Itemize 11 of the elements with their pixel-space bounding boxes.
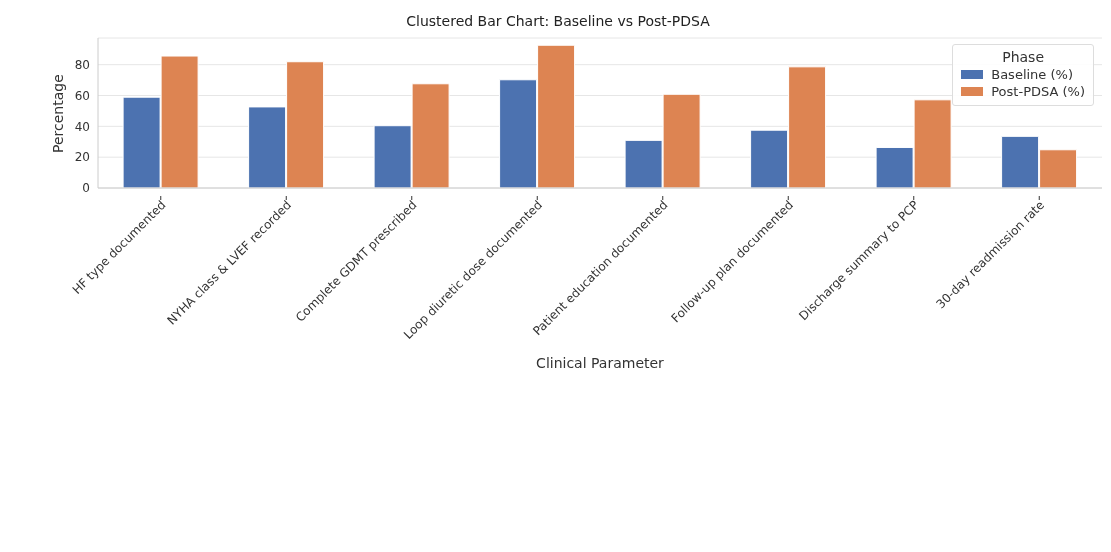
y-axis-title: Percentage [49, 74, 66, 153]
chart-title: Clustered Bar Chart: Baseline vs Post-PDSA [406, 13, 711, 29]
y-tick-label: 0 [82, 181, 90, 196]
y-tick-label: 60 [74, 88, 90, 103]
legend-label: Baseline (%) [991, 67, 1073, 82]
y-tick-label: 80 [74, 57, 90, 72]
y-tick-label: 40 [74, 119, 90, 134]
legend-label: Post-PDSA (%) [991, 84, 1085, 99]
legend-title: Phase [1001, 49, 1045, 65]
x-axis-title: Clinical Parameter [536, 355, 665, 371]
y-tick-label: 20 [74, 150, 90, 165]
